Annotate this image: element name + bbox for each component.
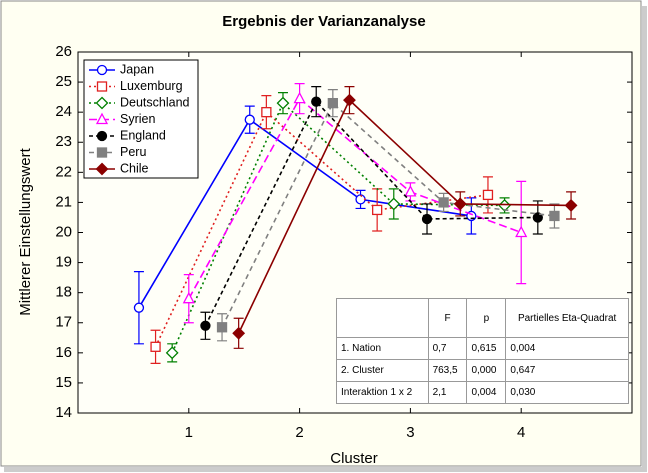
series-line <box>237 98 572 334</box>
table-cell: 0,004 <box>505 337 629 360</box>
legend-label: Japan <box>120 62 154 76</box>
header-cell <box>336 298 429 338</box>
table-cell: 2,1 <box>427 381 468 404</box>
marker <box>421 213 433 225</box>
marker <box>515 225 528 238</box>
marker <box>549 210 560 222</box>
y-tick-label: 15 <box>55 374 72 391</box>
marker <box>96 64 108 76</box>
table-cell: 0,030 <box>505 381 629 404</box>
y-tick-label: 14 <box>55 404 72 421</box>
marker <box>293 91 306 104</box>
legend-label: Syrien <box>120 112 155 126</box>
legend-label: Luxemburg <box>120 79 183 93</box>
marker <box>96 147 108 158</box>
series-line <box>221 101 555 328</box>
marker <box>244 114 255 125</box>
x-tick-label: 4 <box>517 424 525 441</box>
marker <box>276 96 290 110</box>
marker <box>165 346 179 360</box>
shadow <box>4 467 644 472</box>
table-cell: 1. Nation <box>336 337 429 360</box>
marker <box>327 97 338 109</box>
marker <box>453 197 467 211</box>
table-cell: 2. Cluster <box>336 359 429 382</box>
marker <box>438 197 449 208</box>
legend-label: Peru <box>120 145 146 159</box>
series-line <box>204 100 538 327</box>
table-row: 2. Cluster 763,5 0,000 0,647 <box>336 359 629 382</box>
table-row: 1. Nation 0,7 0,615 0,004 <box>336 337 629 360</box>
table-cell: Interaktion 1 x 2 <box>336 381 429 404</box>
y-tick-label: 17 <box>55 314 72 331</box>
marker <box>261 107 272 118</box>
marker <box>482 189 494 201</box>
marker <box>564 199 578 212</box>
series-line <box>171 101 505 354</box>
y-tick-label: 18 <box>55 284 72 301</box>
table-cell: 0,7 <box>427 337 468 360</box>
marker <box>95 96 109 110</box>
legend: Japan Luxemburg Deutschland Syrien England Pe… <box>83 59 199 179</box>
y-tick-label: 20 <box>55 223 72 240</box>
marker <box>133 302 145 313</box>
header-cell: p <box>466 298 507 338</box>
legend-label: Deutschland <box>120 95 190 109</box>
marker <box>150 341 161 352</box>
table-row: Interaktion 1 x 2 2,1 0,004 0,030 <box>336 381 629 404</box>
legend-label: England <box>120 128 166 142</box>
y-tick-label: 23 <box>55 133 72 150</box>
marker <box>96 130 108 142</box>
y-tick-label: 24 <box>55 103 72 120</box>
x-axis-label: Cluster <box>330 450 378 467</box>
table-cell: 763,5 <box>427 359 468 382</box>
table-cell: 0,615 <box>466 337 507 360</box>
table-cell: 0,000 <box>466 359 507 382</box>
x-tick-label: 3 <box>406 424 414 441</box>
y-tick-label: 26 <box>55 43 72 60</box>
marker <box>200 320 211 331</box>
x-tick-label: 1 <box>185 424 193 441</box>
marker <box>387 197 401 211</box>
y-tick-label: 16 <box>55 344 72 361</box>
marker <box>232 326 246 340</box>
chart-title: Ergebnis der Varianzanalyse <box>222 13 425 30</box>
header-cell: F <box>427 298 468 338</box>
y-tick-label: 22 <box>55 163 72 180</box>
y-tick-label: 19 <box>55 254 72 271</box>
marker <box>372 204 383 216</box>
marker <box>182 291 195 304</box>
marker <box>96 81 108 92</box>
marker <box>404 184 417 197</box>
marker <box>532 212 543 223</box>
marker <box>95 162 109 176</box>
marker <box>498 199 511 212</box>
series-line <box>188 97 522 300</box>
y-axis-label: Mittlerer Einstellungswert <box>17 147 34 315</box>
marker <box>311 96 322 107</box>
y-tick-label: 25 <box>55 73 72 90</box>
table-cell: 0,647 <box>505 359 629 382</box>
shadow <box>642 6 647 472</box>
y-tick-label: 21 <box>55 193 72 210</box>
marker <box>95 112 109 125</box>
marker <box>343 93 356 107</box>
header-cell: Partielles Eta-Quadrat <box>505 298 629 338</box>
marker <box>216 322 228 333</box>
x-tick-label: 2 <box>295 424 303 441</box>
table-cell: 0,004 <box>466 381 507 404</box>
legend-label: Chile <box>120 161 149 175</box>
